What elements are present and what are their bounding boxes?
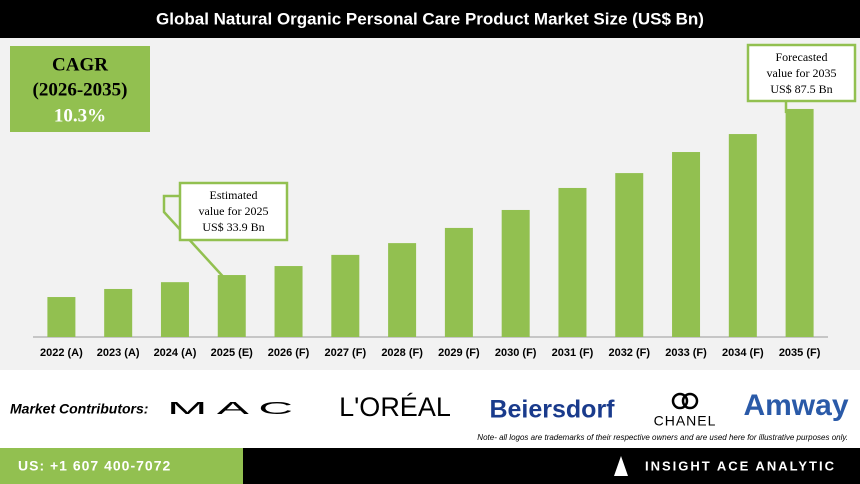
x-tick-label: 2030 (F) xyxy=(495,347,537,359)
bar xyxy=(501,209,530,337)
contributors-label: Market Contributors: xyxy=(10,401,148,417)
phone-box xyxy=(0,448,243,484)
callout-text: value for 2025 xyxy=(199,204,269,218)
logo: MAC xyxy=(167,397,302,417)
x-tick-label: 2031 (F) xyxy=(552,347,594,359)
x-tick-label: 2025 (E) xyxy=(211,347,254,359)
bar xyxy=(274,266,303,337)
bar xyxy=(785,108,814,337)
bar xyxy=(388,243,417,337)
callout-text: US$ 33.9 Bn xyxy=(202,220,264,234)
bar xyxy=(728,134,757,337)
x-tick-label: 2023 (A) xyxy=(97,347,140,359)
title-bar xyxy=(0,0,860,38)
bar xyxy=(47,297,76,337)
bar xyxy=(217,275,246,337)
x-tick-label: 2026 (F) xyxy=(268,347,310,359)
bar xyxy=(160,282,189,337)
bar xyxy=(672,152,701,337)
callout-text: Forecasted xyxy=(776,50,828,64)
note: Note- all logos are trademarks of their … xyxy=(477,433,848,442)
bar xyxy=(444,227,473,337)
cagr-box xyxy=(10,46,150,132)
callout-text: value for 2035 xyxy=(767,66,837,80)
x-tick-label: 2022 (A) xyxy=(40,347,83,359)
cagr-label: CAGR xyxy=(52,54,108,75)
bar xyxy=(558,187,587,337)
callout-text: US$ 87.5 Bn xyxy=(770,82,832,96)
logo: Beiersdorf xyxy=(489,396,615,424)
bar xyxy=(104,288,133,337)
chanel-icon xyxy=(681,392,699,410)
callout-box xyxy=(178,181,289,242)
chanel-icon xyxy=(671,392,689,410)
x-tick-label: 2033 (F) xyxy=(665,347,707,359)
x-tick-label: 2027 (F) xyxy=(325,347,367,359)
logo: L'ORÉAL xyxy=(339,392,451,422)
brand: INSIGHT ACE ANALYTIC xyxy=(645,458,836,473)
contributors-area xyxy=(0,370,860,448)
callout-line xyxy=(162,194,229,283)
callout-box xyxy=(746,43,857,103)
bar xyxy=(615,173,644,337)
cagr-period: (2026-2035) xyxy=(33,79,128,100)
callout-line xyxy=(784,101,809,118)
x-tick-label: 2024 (A) xyxy=(154,347,197,359)
cagr-value: 10.3% xyxy=(54,105,106,126)
chart-title: Global Natural Organic Personal Care Pro… xyxy=(156,9,704,28)
phone: US: +1 607 400-7072 xyxy=(18,458,171,474)
x-tick-label: 2034 (F) xyxy=(722,347,764,359)
x-tick-label: 2029 (F) xyxy=(438,347,480,359)
callout-text: Estimated xyxy=(210,188,258,202)
brand-icon xyxy=(614,456,628,476)
x-tick-label: 2032 (F) xyxy=(608,347,650,359)
x-tick-label: 2028 (F) xyxy=(381,347,423,359)
x-tick-label: 2035 (F) xyxy=(779,347,821,359)
logo: CHANEL xyxy=(654,413,717,429)
bar xyxy=(331,254,360,337)
plot: 2022 (A) 2023 (A) 2024 (A) 2025 (E) 2026 (F)… xyxy=(40,43,857,359)
logo: Amway xyxy=(743,389,848,422)
